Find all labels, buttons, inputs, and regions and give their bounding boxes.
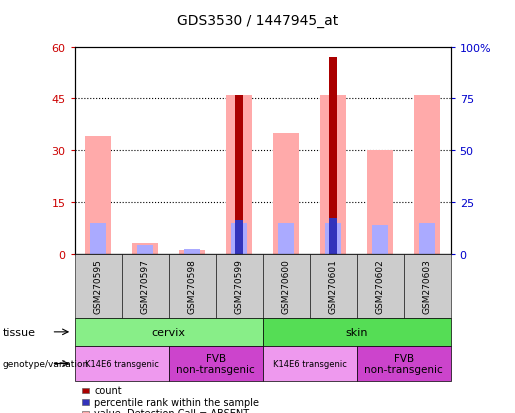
Bar <box>329 58 337 254</box>
Text: GDS3530 / 1447945_at: GDS3530 / 1447945_at <box>177 14 338 28</box>
Text: GSM270595: GSM270595 <box>94 259 102 313</box>
Bar <box>372 225 388 254</box>
Bar <box>85 137 111 254</box>
Bar <box>179 251 205 254</box>
Bar <box>329 219 337 254</box>
Text: count: count <box>94 385 122 395</box>
Text: FVB
non-transgenic: FVB non-transgenic <box>364 353 443 375</box>
Bar <box>320 96 346 254</box>
Text: percentile rank within the sample: percentile rank within the sample <box>94 397 259 407</box>
Text: K14E6 transgenic: K14E6 transgenic <box>85 359 159 368</box>
Bar <box>226 96 252 254</box>
Bar <box>263 346 356 381</box>
Bar <box>231 223 247 254</box>
Bar <box>90 223 107 254</box>
Bar <box>310 254 356 318</box>
Bar <box>356 254 404 318</box>
Text: GSM270600: GSM270600 <box>282 259 290 313</box>
Bar <box>168 254 216 318</box>
Text: K14E6 transgenic: K14E6 transgenic <box>273 359 347 368</box>
Bar <box>404 254 451 318</box>
Bar <box>216 254 263 318</box>
Bar <box>132 244 158 254</box>
Bar <box>235 221 244 254</box>
Bar <box>75 318 263 346</box>
Text: cervix: cervix <box>151 327 186 337</box>
Text: GSM270601: GSM270601 <box>329 259 338 313</box>
Text: FVB
non-transgenic: FVB non-transgenic <box>176 353 255 375</box>
Bar <box>414 96 440 254</box>
Bar <box>273 133 299 254</box>
Bar <box>356 346 451 381</box>
Bar <box>325 223 341 254</box>
Bar <box>82 387 89 393</box>
Bar <box>82 411 89 413</box>
Bar <box>168 346 263 381</box>
Text: value, Detection Call = ABSENT: value, Detection Call = ABSENT <box>94 408 249 413</box>
Text: GSM270597: GSM270597 <box>141 259 150 313</box>
Text: GSM270598: GSM270598 <box>187 259 197 313</box>
Bar <box>278 223 295 254</box>
Bar <box>184 250 200 254</box>
Bar <box>235 96 244 254</box>
Bar <box>137 246 153 254</box>
Text: GSM270603: GSM270603 <box>423 259 432 313</box>
Bar <box>122 254 168 318</box>
Bar <box>367 151 393 254</box>
Bar <box>82 399 89 405</box>
Text: tissue: tissue <box>3 327 36 337</box>
Bar <box>75 346 169 381</box>
Text: GSM270599: GSM270599 <box>235 259 244 313</box>
Text: GSM270602: GSM270602 <box>375 259 385 313</box>
Bar <box>419 223 435 254</box>
Bar <box>263 318 451 346</box>
Bar <box>75 254 122 318</box>
Text: skin: skin <box>346 327 368 337</box>
Bar <box>263 254 310 318</box>
Text: genotype/variation: genotype/variation <box>3 359 89 368</box>
